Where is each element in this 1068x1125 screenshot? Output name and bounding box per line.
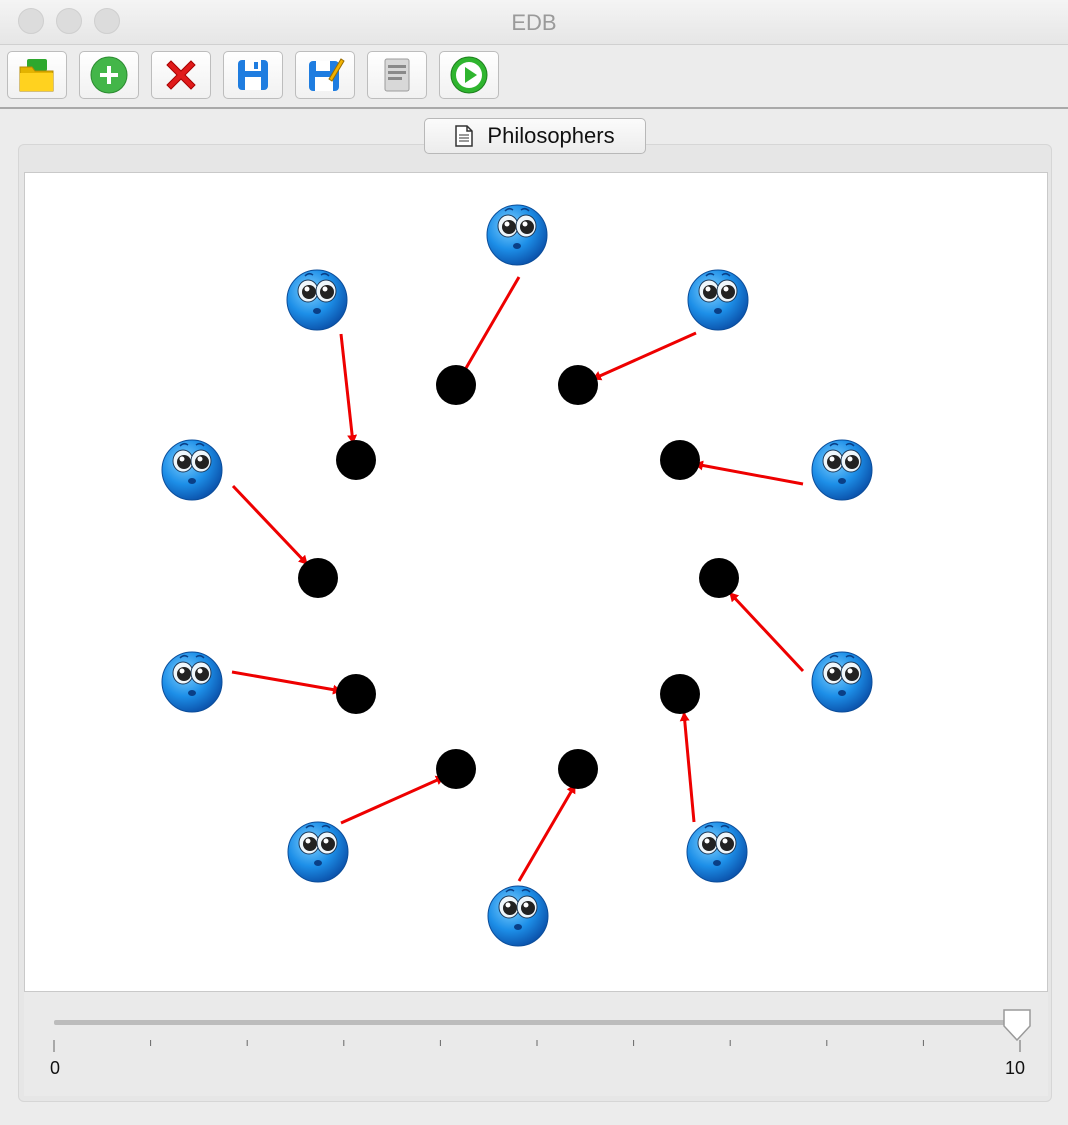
fork-node[interactable]	[660, 440, 700, 480]
request-arrow	[460, 276, 521, 376]
floppy-disk-icon	[238, 60, 268, 90]
philosopher-icon[interactable]	[811, 651, 873, 713]
fork-node[interactable]	[660, 674, 700, 714]
request-arrow	[728, 591, 805, 673]
philosopher-icon[interactable]	[286, 269, 348, 331]
request-arrow	[340, 775, 445, 825]
fork-node[interactable]	[298, 558, 338, 598]
request-arrow	[231, 670, 342, 695]
slider-thumb[interactable]	[1003, 1009, 1031, 1042]
philosopher-icon[interactable]	[161, 439, 223, 501]
document-icon	[384, 58, 410, 92]
toolbar	[0, 45, 1068, 109]
run-button[interactable]	[439, 51, 499, 99]
philosopher-icon[interactable]	[811, 439, 873, 501]
save-as-button[interactable]	[295, 51, 355, 99]
document-button[interactable]	[367, 51, 427, 99]
delete-button[interactable]	[151, 51, 211, 99]
fork-node[interactable]	[436, 749, 476, 789]
philosophers-canvas[interactable]	[24, 172, 1048, 992]
request-arrow	[517, 784, 577, 882]
philosopher-icon[interactable]	[687, 269, 749, 331]
fork-node[interactable]	[558, 365, 598, 405]
fork-node[interactable]	[336, 674, 376, 714]
philosopher-icon[interactable]	[686, 821, 748, 883]
title-bar: EDB	[0, 0, 1068, 45]
dining-philosophers-diagram	[161, 204, 873, 947]
philosopher-icon[interactable]	[486, 204, 548, 266]
request-arrow	[339, 333, 358, 444]
folder-open-icon	[19, 59, 54, 92]
philosopher-icon[interactable]	[287, 821, 349, 883]
document-icon	[455, 125, 474, 147]
minimize-window-button[interactable]	[56, 8, 82, 34]
request-arrow	[231, 484, 309, 566]
tab-philosophers[interactable]: Philosophers	[424, 118, 646, 154]
close-window-button[interactable]	[18, 8, 44, 34]
slider-min-label: 0	[50, 1058, 61, 1078]
plus-circle-icon	[90, 56, 128, 94]
add-button[interactable]	[79, 51, 139, 99]
time-slider[interactable]	[24, 992, 1048, 1096]
philosopher-icon[interactable]	[487, 885, 549, 947]
save-button[interactable]	[223, 51, 283, 99]
floppy-edit-icon	[309, 58, 345, 91]
request-arrow	[592, 331, 697, 381]
zoom-window-button[interactable]	[94, 8, 120, 34]
window-title: EDB	[511, 10, 557, 35]
fork-node[interactable]	[558, 749, 598, 789]
tab-label: Philosophers	[487, 123, 615, 148]
time-slider-area	[24, 992, 1048, 1096]
open-button[interactable]	[7, 51, 67, 99]
fork-node[interactable]	[336, 440, 376, 480]
philosopher-icon[interactable]	[161, 651, 223, 713]
play-circle-icon	[450, 56, 488, 94]
request-arrow	[679, 712, 696, 823]
fork-node[interactable]	[699, 558, 739, 598]
request-arrow	[694, 460, 804, 486]
fork-node[interactable]	[436, 365, 476, 405]
red-x-icon	[166, 60, 196, 90]
slider-max-label: 10	[1005, 1058, 1026, 1078]
